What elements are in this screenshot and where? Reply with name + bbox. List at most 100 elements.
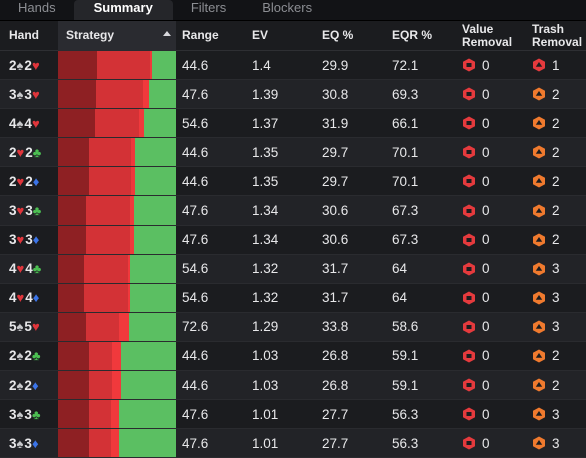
table-row[interactable]: 3 ♠ 3 ♦ 47.6 1.01 27.7 56.3 0 3 xyxy=(0,429,586,458)
tab-blockers[interactable]: Blockers xyxy=(262,0,313,15)
header-eqr[interactable]: EQR % xyxy=(392,28,433,42)
table-row[interactable]: 2 ♥ 2 ♦ 44.6 1.35 29.7 70.1 0 2 xyxy=(0,167,586,197)
value-removal-cell: 0 xyxy=(456,87,526,102)
eq-cell: 26.8 xyxy=(322,377,349,393)
value-removal-hexagon-icon xyxy=(462,174,476,188)
hand-rank-2: 3 xyxy=(25,232,33,248)
hand-rank-1: 3 xyxy=(9,86,17,102)
value-removal-value: 0 xyxy=(482,290,490,306)
table-row[interactable]: 4 ♠ 4 ♥ 54.6 1.37 31.9 66.1 0 2 xyxy=(0,109,586,139)
ev-cell: 1.03 xyxy=(252,377,279,393)
strategy-bar xyxy=(58,109,176,138)
table-row[interactable]: 2 ♠ 2 ♣ 44.6 1.03 26.8 59.1 0 2 xyxy=(0,341,586,372)
table-row[interactable]: 4 ♥ 4 ♣ 54.6 1.32 31.7 64 0 3 xyxy=(0,254,586,284)
header-trash-removal[interactable]: Trash Removal xyxy=(526,21,586,49)
table-row[interactable]: 3 ♥ 3 ♣ 47.6 1.34 30.6 67.3 0 2 xyxy=(0,196,586,226)
header-range[interactable]: Range xyxy=(182,28,219,42)
strategy-segment-large-bet xyxy=(58,138,89,167)
trash-removal-hexagon-icon xyxy=(532,58,546,72)
trash-removal-cell: 1 xyxy=(526,58,586,73)
value-removal-value: 0 xyxy=(482,86,490,102)
table-row[interactable]: 2 ♥ 2 ♣ 44.6 1.35 29.7 70.1 0 2 xyxy=(0,138,586,168)
header-value-removal-line2: Removal xyxy=(462,34,513,49)
range-cell: 72.6 xyxy=(182,319,209,335)
strategy-segment-check xyxy=(129,283,176,312)
header-strategy[interactable]: Strategy xyxy=(58,20,176,51)
trash-removal-hexagon-icon xyxy=(532,87,546,101)
eq-cell: 30.6 xyxy=(322,203,349,219)
trash-removal-cell: 2 xyxy=(526,116,586,131)
trash-removal-cell: 2 xyxy=(526,145,586,160)
value-removal-cell: 0 xyxy=(456,436,526,451)
ev-cell: 1.4 xyxy=(252,57,271,73)
range-cell: 54.6 xyxy=(182,115,209,131)
tab-summary[interactable]: Summary xyxy=(73,0,173,20)
table-row[interactable]: 2 ♠ 2 ♦ 44.6 1.03 26.8 59.1 0 2 xyxy=(0,371,586,401)
strategy-segment-large-bet xyxy=(58,283,84,312)
strategy-segment-overbet xyxy=(127,254,130,283)
strategy-segment-overbet xyxy=(111,400,120,429)
hand-rank-2: 4 xyxy=(24,115,32,131)
range-cell: 47.6 xyxy=(182,203,209,219)
strategy-segment-check xyxy=(148,80,176,109)
header-ev[interactable]: EV xyxy=(252,28,269,42)
strategy-segment-large-bet xyxy=(58,341,89,371)
table-row[interactable]: 3 ♠ 3 ♥ 47.6 1.39 30.8 69.3 0 2 xyxy=(0,80,586,110)
hand-cell: 3 ♥ 3 ♦ xyxy=(0,232,58,247)
trash-removal-cell: 2 xyxy=(526,348,586,363)
strategy-segment-overbet xyxy=(112,341,121,371)
strategy-segment-large-bet xyxy=(58,109,95,138)
header-hand[interactable]: Hand xyxy=(9,28,39,42)
strategy-segment-overbet xyxy=(142,80,149,109)
tab-filters[interactable]: Filters xyxy=(190,0,227,15)
range-cell: 54.6 xyxy=(182,290,209,306)
trash-removal-value: 2 xyxy=(552,203,560,219)
strategy-segment-check xyxy=(119,400,176,429)
strategy-segment-bet xyxy=(83,283,128,312)
value-removal-value: 0 xyxy=(482,406,490,422)
table-row[interactable]: 3 ♥ 3 ♦ 47.6 1.34 30.6 67.3 0 2 xyxy=(0,225,586,255)
trash-removal-value: 3 xyxy=(552,261,560,277)
value-removal-value: 0 xyxy=(482,261,490,277)
hand-rank-1: 3 xyxy=(9,203,17,219)
ev-cell: 1.01 xyxy=(252,406,279,422)
strategy-segment-large-bet xyxy=(58,80,96,109)
hand-suit-1-icon: ♥ xyxy=(16,261,25,277)
eq-cell: 31.7 xyxy=(322,261,349,277)
hand-suit-2-icon: ♥ xyxy=(31,86,40,102)
hand-cell: 2 ♥ 2 ♦ xyxy=(0,174,58,189)
hand-cell: 3 ♥ 3 ♣ xyxy=(0,203,58,218)
trash-removal-cell: 2 xyxy=(526,87,586,102)
hand-rank-2: 2 xyxy=(24,57,32,73)
strategy-segment-overbet xyxy=(150,51,153,80)
table-row[interactable]: 4 ♥ 4 ♦ 54.6 1.32 31.7 64 0 3 xyxy=(0,283,586,313)
strategy-segment-bet xyxy=(86,196,130,225)
eqr-cell: 58.6 xyxy=(392,319,419,335)
strategy-segment-large-bet xyxy=(58,225,87,254)
value-removal-cell: 0 xyxy=(456,116,526,131)
strategy-segment-bet xyxy=(88,371,113,400)
table-row[interactable]: 2 ♠ 2 ♥ 44.6 1.4 29.9 72.1 0 1 xyxy=(0,51,586,81)
tab-hands[interactable]: Hands xyxy=(18,0,56,15)
value-removal-value: 0 xyxy=(482,232,490,248)
table-row[interactable]: 5 ♠ 5 ♥ 72.6 1.29 33.8 58.6 0 3 xyxy=(0,312,586,342)
ev-cell: 1.01 xyxy=(252,435,279,451)
strategy-segment-overbet xyxy=(131,138,135,167)
header-eq[interactable]: EQ % xyxy=(322,28,354,42)
hand-cell: 2 ♠ 2 ♥ xyxy=(0,58,58,73)
ev-cell: 1.37 xyxy=(252,115,279,131)
hand-rank-2: 2 xyxy=(25,173,33,189)
header-trash-removal-line1: Trash xyxy=(532,21,565,36)
header-value-removal[interactable]: Value Removal xyxy=(456,22,526,49)
eq-cell: 31.7 xyxy=(322,290,349,306)
value-removal-hexagon-icon xyxy=(462,262,476,276)
trash-removal-cell: 3 xyxy=(526,407,586,422)
table-row[interactable]: 3 ♠ 3 ♣ 47.6 1.01 27.7 56.3 0 3 xyxy=(0,400,586,430)
value-removal-cell: 0 xyxy=(456,290,526,305)
value-removal-value: 0 xyxy=(482,57,490,73)
hand-suit-1-icon: ♠ xyxy=(16,86,24,102)
strategy-bar xyxy=(58,400,176,429)
hand-rank-2: 2 xyxy=(25,144,33,160)
strategy-segment-large-bet xyxy=(58,167,89,196)
range-cell: 47.6 xyxy=(182,232,209,248)
